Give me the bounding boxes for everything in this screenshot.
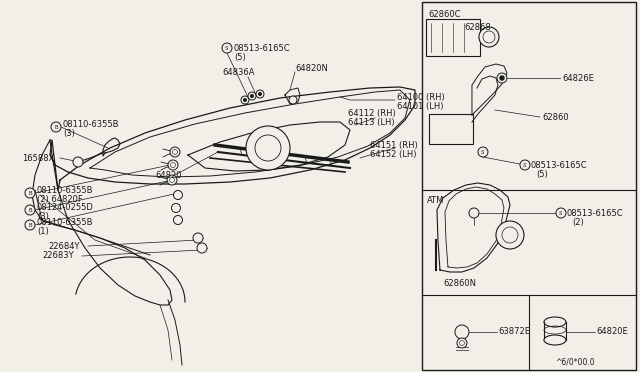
Circle shape [173,150,177,154]
Text: 62860N: 62860N [443,279,476,288]
Text: 64820N: 64820N [295,64,328,73]
Circle shape [168,160,178,170]
Text: 64826E: 64826E [562,74,594,83]
Text: 64101 (LH): 64101 (LH) [397,102,444,110]
Circle shape [170,163,175,167]
Circle shape [241,96,249,104]
Text: 08124-0255D: 08124-0255D [37,202,94,212]
Bar [422,2,636,370]
Text: (5): (5) [536,170,548,179]
Circle shape [520,160,530,170]
Text: (3): (3) [63,128,75,138]
Text: 64836A: 64836A [222,67,255,77]
Circle shape [170,147,180,157]
Circle shape [25,188,35,198]
Text: 08110-6355B: 08110-6355B [37,218,93,227]
Text: (2): (2) [572,218,584,227]
Text: B: B [28,222,32,228]
Text: S: S [481,150,484,154]
Bar [544,322,566,340]
Text: (5): (5) [234,52,246,61]
Circle shape [496,221,524,249]
Text: 62860C: 62860C [428,10,460,19]
Circle shape [255,135,281,161]
Text: S: S [559,211,563,215]
Circle shape [497,73,507,83]
Circle shape [246,126,290,170]
Circle shape [289,96,297,104]
Text: 63872E: 63872E [498,327,530,337]
Text: ^6/0*00.0: ^6/0*00.0 [555,357,595,366]
Circle shape [173,215,182,224]
Text: 64820E: 64820E [596,327,628,337]
Circle shape [483,31,495,43]
Text: 08110-6355B: 08110-6355B [37,186,93,195]
Text: B: B [28,208,32,212]
Circle shape [243,98,247,102]
Text: 08110-6355B: 08110-6355B [63,119,120,128]
Text: S: S [225,45,228,51]
Text: 08513-6165C: 08513-6165C [567,208,623,218]
Text: 64820: 64820 [155,170,182,180]
Circle shape [479,27,499,47]
Circle shape [193,233,203,243]
Text: 64100 (RH): 64100 (RH) [397,93,445,102]
Text: 08513-6165C: 08513-6165C [531,160,588,170]
Text: (3): (3) [37,212,49,221]
Ellipse shape [544,335,566,345]
Text: 64151 (RH): 64151 (RH) [370,141,418,150]
Circle shape [73,157,83,167]
Text: B: B [54,125,58,129]
Circle shape [170,177,175,183]
Text: 62860: 62860 [542,112,568,122]
Circle shape [258,92,262,96]
Text: 64112 (RH): 64112 (RH) [348,109,396,118]
Text: 22683Y: 22683Y [42,251,74,260]
Circle shape [256,90,264,98]
Text: ATM: ATM [427,196,444,205]
Circle shape [51,122,61,132]
Circle shape [478,147,488,157]
Text: S: S [524,163,527,167]
Circle shape [499,76,504,80]
Text: (2) 64820F: (2) 64820F [37,195,83,203]
FancyBboxPatch shape [426,19,480,56]
Circle shape [556,208,566,218]
Text: 64113 (LH): 64113 (LH) [348,118,395,126]
Text: 22684Y: 22684Y [48,241,79,250]
Circle shape [167,175,177,185]
Circle shape [25,220,35,230]
Circle shape [460,340,465,346]
Circle shape [25,205,35,215]
Text: 16588X: 16588X [22,154,54,163]
Text: B: B [28,190,32,196]
Ellipse shape [544,317,566,327]
Text: 08513-6165C: 08513-6165C [234,44,291,52]
Circle shape [457,338,467,348]
Circle shape [248,92,256,100]
Text: 64152 (LH): 64152 (LH) [370,150,417,158]
Circle shape [197,243,207,253]
FancyBboxPatch shape [429,114,473,144]
Circle shape [469,208,479,218]
Circle shape [222,43,232,53]
Text: (1): (1) [37,227,49,235]
Circle shape [172,203,180,212]
Text: 62868: 62868 [464,22,491,32]
Circle shape [455,325,469,339]
Circle shape [250,94,254,98]
Circle shape [173,190,182,199]
Circle shape [502,227,518,243]
